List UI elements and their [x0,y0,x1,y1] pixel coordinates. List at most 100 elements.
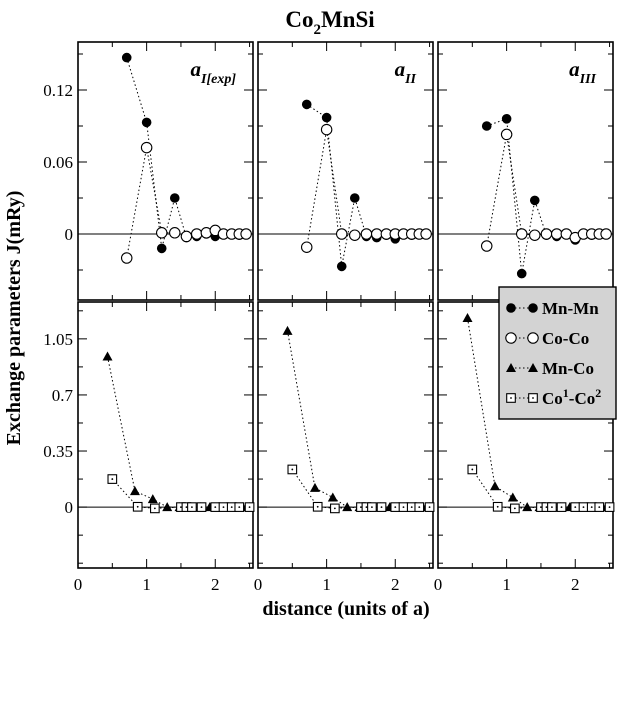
y-tick-label: 1.05 [43,330,73,349]
panel-r1-c2: 0 1 2 [434,301,615,594]
legend-box [498,286,617,420]
panel-label-subscript: II [404,72,416,87]
data-point-co1co2 [287,464,298,475]
data-point-co1co2 [578,502,589,512]
data-point-coco [529,229,541,241]
data-point-co1co2 [556,502,567,512]
data-point-coco [600,228,612,240]
panel-label: aIII [569,57,596,87]
panel-label-main: a [569,57,580,81]
panel-label: aI[exp] [191,57,237,87]
chart-title: Co2MnSi [285,7,375,38]
legend-entry-co1co2: Co1-Co2 [506,386,601,408]
data-point-mnmn [321,112,332,123]
data-point-mnmn [141,117,152,128]
x-tick-label: 1 [322,575,331,594]
data-point-mnco [162,502,173,512]
x-axis-title: distance (units of a) [262,598,429,620]
data-point-mnco [102,351,113,361]
x-tick-label: 0 [254,575,263,594]
x-tick-label: 0 [74,575,83,594]
data-point-coco [190,228,203,240]
data-point-coco [169,227,181,239]
data-point-co1co2 [467,464,478,475]
data-point-mnco [342,502,353,512]
chart-title-subscript: 2 [313,22,321,38]
data-point-coco [320,123,333,136]
legend-marker-co1co2 [528,393,538,403]
data-point-coco [300,241,313,253]
y-tick-label: 0.35 [43,442,73,461]
data-point-coco [360,228,373,240]
data-point-co1co2 [414,502,425,512]
data-point-mnmn [501,114,512,124]
data-point-coco [550,228,563,240]
data-point-mnco [147,494,158,504]
legend-label-coco: Co-Co [542,329,589,348]
data-point-coco [349,229,361,241]
data-point-coco [240,228,252,240]
series-line-coco [126,147,247,259]
data-point-co1co2 [510,503,520,514]
series-line-coco [486,134,607,247]
data-point-coco [420,228,432,240]
x-tick-label: 1 [502,575,511,594]
panel-label-main: a [395,57,406,81]
data-point-mnco [309,482,320,492]
data-point-co1co2 [218,502,229,512]
data-point-mnco [462,313,473,323]
data-point-co1co2 [424,502,435,512]
data-point-mnmn [516,268,527,279]
data-point-co1co2 [132,501,143,512]
data-point-co1co2 [150,503,160,514]
x-tick-label: 2 [211,575,220,594]
data-point-co1co2 [312,501,323,512]
y-tick-label: 0 [65,498,74,517]
data-point-coco [540,228,553,240]
data-point-co1co2 [547,502,557,512]
data-point-co1co2 [234,502,245,512]
data-point-mnmn [121,52,132,63]
series-line-mnco [107,356,250,508]
x-tick-label: 2 [571,575,580,594]
legend-marker-mnmn [506,303,516,313]
panel-label-main: a [191,57,202,81]
data-point-co1co2 [492,501,503,512]
data-point-coco [155,227,168,239]
y-tick-label: 0.7 [52,386,74,405]
legend-entry-mnmn: Mn-Mn [506,299,599,318]
x-tick-label: 2 [391,575,400,594]
panel-r0-c0: 0 0.06 0.12 aI[exp] [43,41,254,301]
data-point-co1co2 [196,502,207,512]
panel-label: aII [395,57,417,87]
data-point-co1co2 [570,502,581,512]
legend-marker-mnmn [528,303,538,313]
data-point-mnco [507,492,518,502]
data-point-co1co2 [594,502,605,512]
data-point-mnmn [529,195,540,206]
panel-label-subscript: III [579,72,597,87]
panel-frame [257,41,434,301]
data-point-coco [515,228,528,240]
x-tick-label: 1 [142,575,151,594]
chart-title-main: Co [285,7,313,32]
data-point-co1co2 [376,502,387,512]
data-point-mnmn [169,193,180,203]
y-tick-label: 0.06 [43,153,73,172]
data-point-mnmn [336,261,347,272]
panel-r0-c2: aIII [437,41,614,301]
data-point-mnco [129,486,140,496]
panel-r1-c0: 0 0.35 0.7 1.05 0 1 2 [43,301,255,594]
panel-r1-c1: 0 1 2 [254,301,435,594]
legend-entry-coco: Co-Co [505,329,589,348]
data-point-mnco [522,502,533,512]
legend-marker-mnco [506,363,516,372]
legend-marker-mnco [528,363,538,372]
data-point-co1co2 [398,502,409,512]
data-point-coco [480,240,493,252]
panel-frame [77,41,254,301]
data-point-co1co2 [330,503,340,514]
